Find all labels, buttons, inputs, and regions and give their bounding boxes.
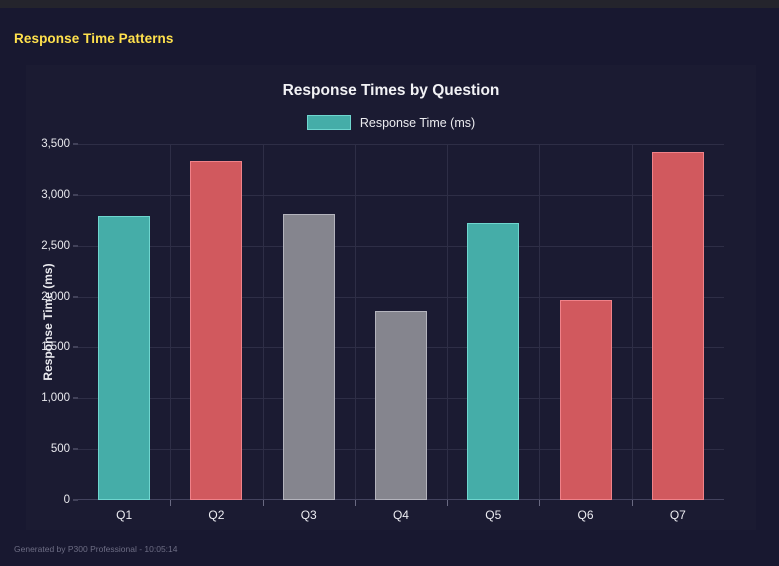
bar-q6[interactable] <box>559 300 612 500</box>
bar-slot <box>447 144 539 500</box>
y-tick-mark <box>73 143 78 145</box>
vertical-gridline <box>262 144 264 500</box>
y-tick-mark <box>73 448 78 450</box>
bar-q2[interactable] <box>190 160 243 500</box>
y-tick-label: 500 <box>50 443 70 456</box>
y-tick-label: 1,000 <box>41 392 70 405</box>
y-tick-mark <box>73 296 78 298</box>
x-tick-mark <box>539 500 541 506</box>
chart-title: Response Times by Question <box>282 82 500 99</box>
x-tick-label-q3: Q3 <box>300 508 317 522</box>
legend-swatch-response-time <box>306 115 351 130</box>
y-tick-mark <box>73 245 78 247</box>
bar-series-response-time <box>78 144 724 500</box>
x-tick-label-q7: Q7 <box>669 508 686 522</box>
gridline <box>78 144 724 145</box>
y-tick-label: 2,000 <box>41 290 70 303</box>
y-tick-mark <box>73 346 78 348</box>
x-tick-label-q2: Q2 <box>208 508 225 522</box>
y-axis: Response Time (ms) 0 500 1,000 1,500 2,000 2,… <box>26 138 78 506</box>
gridline <box>78 194 724 196</box>
bar-slot <box>263 144 355 500</box>
bar-q1[interactable] <box>98 216 151 500</box>
bar-slot <box>355 144 447 500</box>
bar-q3[interactable] <box>282 214 335 500</box>
top-strip <box>0 0 779 8</box>
x-tick-mark <box>170 500 172 506</box>
vertical-gridline <box>539 144 541 500</box>
chart-legend: Response Time (ms) <box>26 115 756 130</box>
bar-slot <box>78 144 170 500</box>
y-tick-mark <box>73 194 78 196</box>
y-tick-mark <box>73 499 78 501</box>
gridline <box>78 245 724 247</box>
bar-slot <box>170 144 262 500</box>
x-tick-label-q5: Q5 <box>485 508 502 522</box>
y-tick-label: 2,500 <box>41 239 70 252</box>
y-tick-label: 1,500 <box>41 341 70 354</box>
x-tick-mark <box>447 500 449 506</box>
x-tick-mark <box>262 500 264 506</box>
vertical-gridline <box>354 144 356 500</box>
y-axis-title: Response Time (ms) <box>41 263 55 381</box>
x-tick-label-q1: Q1 <box>116 508 133 522</box>
chart-panel: Response Times by Question Response Time… <box>26 65 756 530</box>
y-tick-mark <box>73 397 78 399</box>
bar-q7[interactable] <box>651 152 704 500</box>
x-tick-label-q4: Q4 <box>392 508 409 522</box>
vertical-gridline <box>631 144 633 500</box>
vertical-gridline <box>170 144 172 500</box>
x-tick-mark <box>631 500 633 506</box>
gridline <box>78 296 724 298</box>
bar-q4[interactable] <box>374 311 427 500</box>
bar-slot <box>632 144 724 500</box>
x-tick-label-q6: Q6 <box>577 508 594 522</box>
vertical-gridline <box>447 144 449 500</box>
legend-label-response-time: Response Time (ms) <box>359 115 476 130</box>
y-tick-label: 0 <box>63 494 70 506</box>
plot-area <box>78 144 724 500</box>
y-tick-label: 3,500 <box>41 138 70 150</box>
page-title: Response Time Patterns <box>14 31 174 46</box>
bar-slot <box>539 144 631 500</box>
x-tick-mark <box>354 500 356 506</box>
bar-q5[interactable] <box>467 222 520 500</box>
y-tick-label: 3,000 <box>41 188 70 201</box>
footer-text: Generated by P300 Professional - 10:05:1… <box>14 544 178 554</box>
